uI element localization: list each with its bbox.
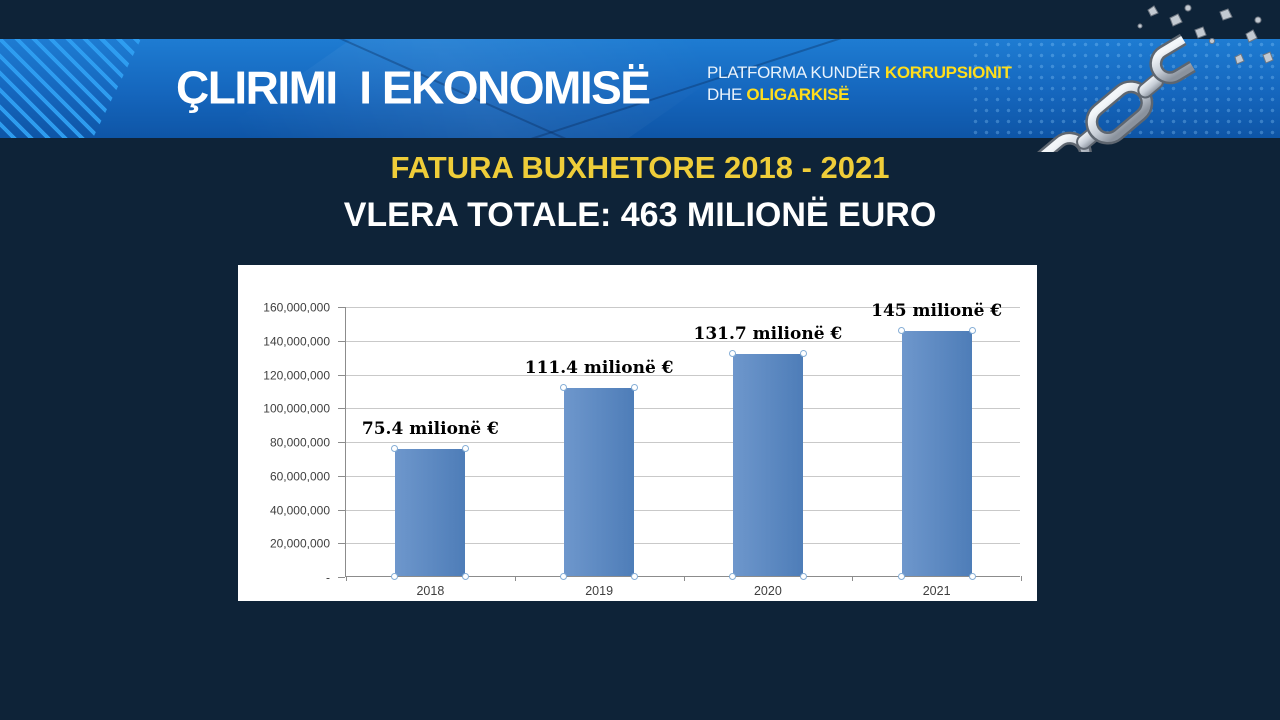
y-tick-label: 160,000,000 [263,300,330,315]
bar-value-label: 111.4 milionë € [524,358,674,379]
y-axis-labels: 160,000,000 140,000,000 120,000,000 100,000… [238,301,334,585]
y-tick-label: 100,000,000 [263,401,330,416]
y-tick-mark [338,408,345,410]
selection-handle-icon [799,349,807,357]
brand-tagline: PLATFORMA KUNDËR KORRUPSIONIT DHE OLIGAR… [707,62,1012,106]
bar-2021 [897,327,976,580]
tagline-text: DHE [707,85,747,105]
diagonal-stripes-decoration [0,39,141,138]
x-category-label: 2019 [585,584,614,598]
gridline [346,340,1020,342]
x-tick-mark [683,576,685,581]
y-tick-label: 60,000,000 [269,469,330,484]
x-tick-mark [1021,576,1022,581]
selection-handle-icon [728,349,736,357]
gridline [346,307,1020,308]
bar-slot: 131.7 milionë € 2020 [684,307,853,598]
y-tick-label: 140,000,000 [263,334,330,349]
page-title: FATURA BUXHETORE 2018 - 2021 [390,150,890,185]
y-tick-label: 20,000,000 [269,536,330,551]
gridline [346,543,1020,545]
brand-title: ÇLIRIMI I EKONOMISË [176,60,651,113]
tagline-highlight: KORRUPSIONIT [884,63,1012,82]
y-tick-mark [338,577,345,578]
x-category-label: 2018 [416,584,445,598]
selection-handle-icon [462,573,470,580]
bar-2020 [728,349,807,580]
gridline [346,374,1020,376]
page-subtitle: VLERA TOTALE: 463 MILIONË EURO [343,196,937,234]
selection-handle-icon [560,384,568,392]
selection-handle-icon [897,327,905,335]
y-tick-mark [338,374,345,376]
selection-handle-icon [391,573,399,580]
y-tick-label: - [326,570,330,585]
y-tick-mark [338,340,345,342]
y-tick-label: 80,000,000 [269,435,330,450]
selection-handle-icon [968,327,976,335]
x-category-label: 2020 [753,584,782,598]
selection-handle-icon [631,384,639,392]
tagline-highlight: OLIGARKISË [746,85,850,105]
y-tick-label: 40,000,000 [269,503,330,518]
y-tick-mark [338,543,345,545]
bar-slot: 145 milionë € 2021 [852,301,1021,598]
x-tick-mark [852,576,854,581]
x-tick-mark [514,576,516,581]
header-banner: ÇLIRIMI I EKONOMISË PLATFORMA KUNDËR KOR… [0,39,1280,138]
bar-value-label: 75.4 milionë € [361,418,499,439]
y-tick-mark [338,509,345,511]
y-tick-label: 120,000,000 [263,368,330,383]
selection-handle-icon [728,573,736,580]
selection-handle-icon [968,573,976,580]
selection-handle-icon [631,573,639,580]
bar-slot: 111.4 milionë € 2019 [515,307,684,598]
bar-value-label: 131.7 milionë € [693,323,843,344]
gridline [346,442,1020,443]
bar-2018 [391,444,470,580]
tagline-line-2: DHE OLIGARKISË [707,84,1012,106]
gridline [346,408,1020,410]
y-tick-mark [338,475,345,477]
tagline-text: PLATFORMA KUNDËR [707,63,885,82]
selection-handle-icon [897,573,905,580]
gridline [346,509,1020,511]
bar-value-label: 145 milionë € [871,301,1003,322]
y-tick-mark [338,442,345,443]
selection-handle-icon [560,573,568,580]
bar-slot: 75.4 milionë € 2018 [346,307,515,598]
selection-handle-icon [799,573,807,580]
broken-chain-icon [1024,4,1274,152]
selection-handle-icon [462,444,470,452]
chart: 160,000,000 140,000,000 120,000,000 100,000… [238,265,1037,601]
x-tick-mark [346,576,347,581]
selection-handle-icon [391,444,399,452]
tagline-line-1: PLATFORMA KUNDËR KORRUPSIONIT [707,62,1012,84]
gridline [346,475,1020,477]
plot-area: 75.4 milionë € 2018 111.4 milionë € 2019 131… [345,301,1022,598]
bar-2019 [560,384,639,580]
y-tick-mark [338,307,345,308]
x-category-label: 2021 [922,584,951,598]
